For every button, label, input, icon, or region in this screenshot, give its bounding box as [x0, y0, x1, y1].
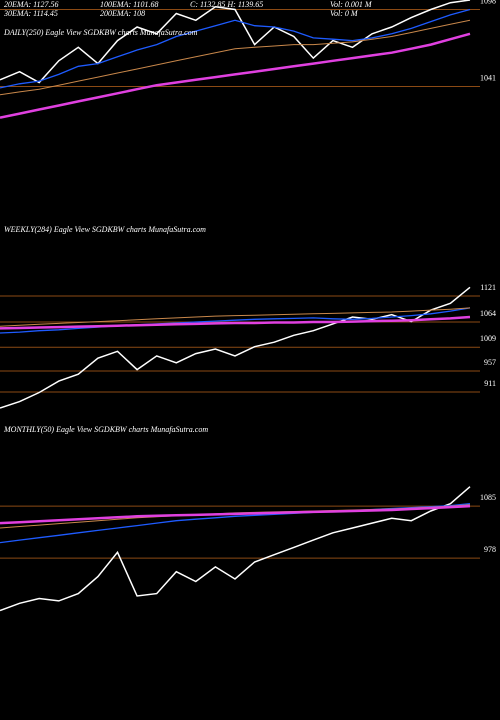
level-label: 911 — [484, 379, 496, 388]
annotation: 100EMA: 1101.68 — [100, 0, 159, 9]
level-label: 957 — [484, 358, 496, 367]
annotation: 30EMA: 1114.45 — [3, 9, 58, 18]
series-line — [0, 307, 471, 327]
level-label: 1121 — [480, 283, 496, 292]
level-label: 978 — [484, 545, 496, 554]
series-line — [0, 0, 471, 84]
series-line — [0, 307, 471, 334]
panel-title: MONTHLY(50) Eagle View SGDKBW charts Mun… — [3, 425, 208, 434]
series-line — [0, 19, 471, 96]
annotation: Vol: 0 M — [330, 9, 359, 18]
level-label: 1009 — [480, 334, 496, 343]
annotation: Vol: 0.001 M — [330, 0, 373, 9]
series-line — [0, 315, 471, 330]
annotation: 20EMA: 1127.56 — [4, 0, 59, 9]
series-line — [0, 286, 471, 409]
panel-title: WEEKLY(284) Eagle View SGDKBW charts Mun… — [4, 225, 206, 234]
series-line — [0, 486, 471, 612]
series-line — [0, 8, 471, 89]
level-label: 1041 — [480, 73, 496, 82]
level-label: 1064 — [480, 309, 496, 318]
level-label: 1085 — [480, 493, 496, 502]
annotation: 200EMA: 108 — [100, 9, 145, 18]
series-line — [0, 504, 471, 525]
series-line — [0, 32, 471, 119]
annotation: C: 1132.85 H: 1139.65 — [190, 0, 263, 9]
panel-title: DAILY(250) Eagle View SGDKBW charts Muna… — [3, 28, 198, 37]
level-label: 1098 — [480, 0, 496, 5]
